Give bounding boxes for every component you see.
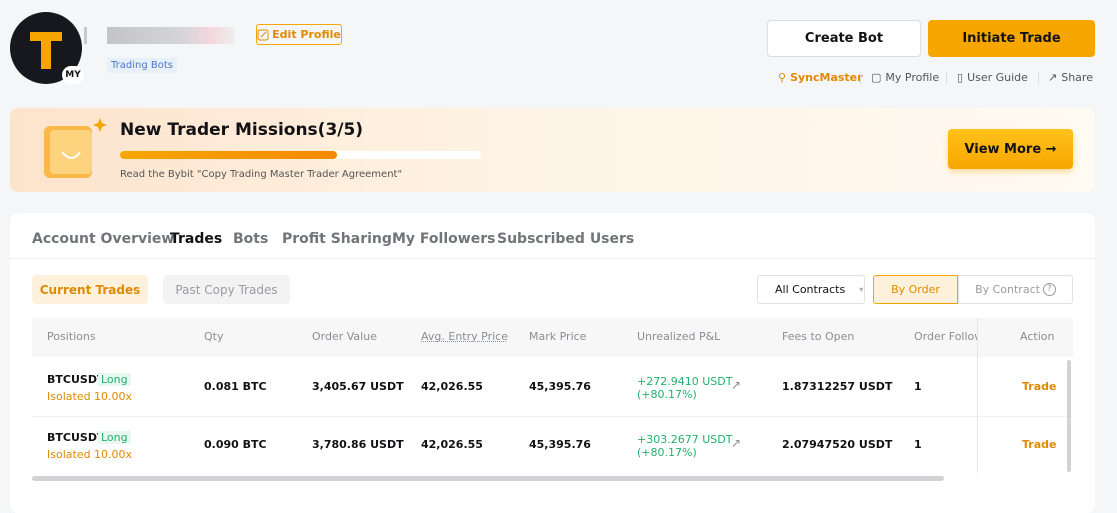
column-header: Order Followers: [914, 330, 977, 343]
avatar-logo: [30, 32, 62, 69]
by-order-toggle[interactable]: By Order: [873, 275, 958, 304]
entry-price: 42,026.55: [421, 380, 483, 393]
mission-icon: [44, 118, 107, 178]
horizontal-scrollbar[interactable]: [32, 476, 944, 481]
edit-profile-label: Edit Profile: [272, 28, 341, 41]
tab[interactable]: My Followers: [392, 231, 496, 247]
share-link[interactable]: ↗ Share: [1048, 71, 1093, 84]
mission-title: New Trader Missions(3/5): [120, 120, 364, 140]
fees: 1.87312257 USDT: [782, 380, 893, 393]
pnl-percent: (+80.17%): [637, 388, 697, 401]
trade-action[interactable]: Trade: [1022, 438, 1057, 451]
fees: 2.07947520 USDT: [782, 438, 893, 451]
tab[interactable]: Bots: [233, 231, 269, 247]
link-label: My Profile: [885, 71, 940, 84]
syncmaster-link[interactable]: ⚲ SyncMaster: [778, 71, 863, 84]
avatar-badge: MY: [62, 66, 84, 84]
icon: ↗: [1048, 71, 1058, 84]
margin-mode: Isolated 10.00x: [47, 390, 133, 403]
icon: ▢: [871, 71, 882, 84]
table-header: [32, 318, 1073, 357]
my-profile-link[interactable]: ▢ My Profile: [871, 71, 939, 84]
column-header: Avg. Entry Price: [421, 330, 508, 343]
mission-subtitle: Read the Bybit "Copy Trading Master Trad…: [120, 169, 403, 180]
share-pnl-icon[interactable]: ↗: [731, 436, 742, 450]
edit-icon: [257, 29, 269, 40]
qty: 0.081 BTC: [204, 380, 267, 393]
order-value: 3,780.86 USDT: [312, 438, 404, 451]
progress-track: [120, 151, 481, 159]
by-contract-toggle[interactable]: By Contract?: [958, 275, 1073, 304]
blurred-name: [107, 27, 235, 44]
link-label: Share: [1061, 71, 1093, 84]
link-label: User Guide: [967, 71, 1028, 84]
entry-price: 42,026.55: [421, 438, 483, 451]
pnl: +303.2677 USDT: [637, 433, 733, 446]
chevron: ▾: [859, 285, 864, 294]
progress-fill: [120, 151, 337, 159]
mark-price: 45,395.76: [529, 438, 591, 451]
tab[interactable]: Subscribed Users: [497, 231, 635, 247]
mark-price: 45,395.76: [529, 380, 591, 393]
mission-banner: New Trader Missions(3/5) Read the Bybit …: [10, 108, 1095, 192]
column-header: Order Value: [312, 330, 377, 343]
column-header: Unrealized P&L: [637, 330, 721, 343]
tag: Trading Bots: [107, 58, 177, 73]
tabs-divider: [10, 258, 1095, 259]
share-pnl-icon[interactable]: ↗: [731, 378, 742, 392]
blurred-name: [84, 27, 87, 44]
past-trades-tab[interactable]: Past Copy Trades: [163, 275, 290, 304]
column-header: Action: [1020, 330, 1055, 343]
view-more-label: View More: [964, 141, 1042, 157]
separator: [860, 72, 861, 84]
filter-label: All Contracts: [775, 283, 846, 296]
icon: ⚲: [778, 71, 787, 84]
separator: [946, 72, 947, 84]
tab[interactable]: Account Overview: [32, 231, 175, 247]
side: Long: [98, 373, 131, 386]
pnl-percent: (+80.17%): [637, 446, 697, 459]
link-label: SyncMaster: [790, 71, 863, 84]
separator: [1038, 72, 1039, 84]
column-header: Fees to Open: [782, 330, 855, 343]
margin-mode: Isolated 10.00x: [47, 448, 133, 461]
symbol: BTCUSDT: [47, 431, 105, 444]
row-divider: [32, 416, 1073, 417]
tab[interactable]: Trades: [170, 231, 223, 247]
trade-action[interactable]: Trade: [1022, 380, 1057, 393]
avatar[interactable]: [10, 12, 82, 84]
sticky-column-edge: [977, 318, 978, 473]
create-bot-button[interactable]: Create Bot: [767, 20, 921, 57]
column-header: Qty: [204, 330, 224, 343]
view-more-button[interactable]: View More →: [948, 129, 1073, 169]
column-header: Positions: [47, 330, 96, 343]
edit-profile-button[interactable]: Edit Profile: [256, 24, 342, 45]
order-value: 3,405.67 USDT: [312, 380, 404, 393]
icon: ▯: [957, 71, 964, 84]
qty: 0.090 BTC: [204, 438, 267, 451]
current-trades-tab[interactable]: Current Trades: [32, 275, 148, 304]
vertical-scrollbar[interactable]: [1067, 360, 1071, 472]
column-header: Mark Price: [529, 330, 587, 343]
symbol: BTCUSDT: [47, 373, 105, 386]
tab[interactable]: Profit Sharing: [282, 231, 392, 247]
trades-card: [10, 213, 1095, 513]
contracts-filter[interactable]: All Contracts ▾: [757, 275, 865, 304]
toggle-label: By Contract: [975, 283, 1040, 296]
user-guide-link[interactable]: ▯ User Guide: [957, 71, 1028, 84]
side: Long: [98, 431, 131, 444]
pnl: +272.9410 USDT: [637, 375, 733, 388]
initiate-trade-button[interactable]: Initiate Trade: [928, 20, 1095, 57]
followers: 1: [914, 438, 922, 451]
followers: 1: [914, 380, 922, 393]
help-icon: ?: [1042, 283, 1056, 296]
